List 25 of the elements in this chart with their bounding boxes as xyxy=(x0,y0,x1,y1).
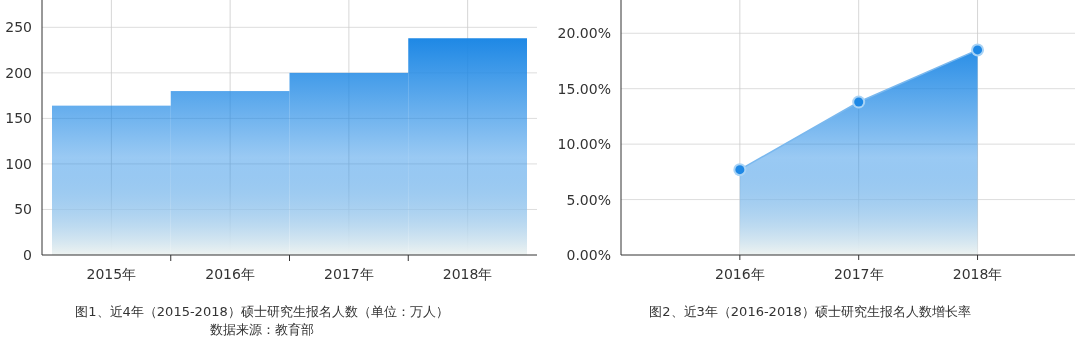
text: 图1、近4年（2015-2018）硕士研究生报名人数（单位：万人） xyxy=(75,304,449,319)
x-tick-label: 2017年 xyxy=(324,266,374,282)
bar xyxy=(52,105,171,255)
x-tick-label: 2015年 xyxy=(86,266,137,282)
y-tick-label: 10.00% xyxy=(557,136,611,153)
x-tick-label: 2018年 xyxy=(442,266,493,282)
y-tick-label: 100 xyxy=(5,155,32,172)
bar xyxy=(289,72,409,255)
bar xyxy=(408,38,527,255)
y-tick-label: 5.00% xyxy=(566,191,611,208)
x-tick-label: 2018年 xyxy=(952,266,1003,282)
y-tick-label: 15.00% xyxy=(557,80,611,97)
x-tick-label: 2017年 xyxy=(833,266,884,282)
x-tick-label: 2016年 xyxy=(205,266,255,282)
y-tick-label: 20.00% xyxy=(557,25,611,42)
x-tick-label: 2016年 xyxy=(715,266,765,282)
bar xyxy=(170,91,290,255)
y-tick-label: 150 xyxy=(5,110,32,127)
text: 图2、近3年（2016-2018）硕士研究生报名人数增长率 xyxy=(649,304,971,319)
y-tick-label: 250 xyxy=(5,19,32,36)
y-tick-label: 200 xyxy=(5,64,32,81)
source-note: 数据来源：教育部 xyxy=(210,322,314,337)
y-tick-label: 50 xyxy=(14,201,32,218)
y-tick-label: 0.00% xyxy=(566,247,611,263)
y-tick-label: 0 xyxy=(23,247,32,263)
